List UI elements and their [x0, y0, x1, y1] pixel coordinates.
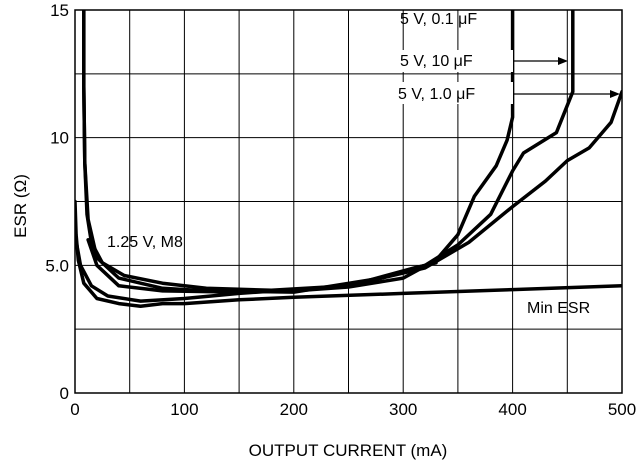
annotation-label-m8: 1.25 V, M8 — [107, 234, 183, 251]
annotation-m8: 1.25 V, M8 — [107, 234, 183, 251]
series-line-4 — [75, 199, 622, 308]
y-tick-label: 5.0 — [45, 256, 69, 275]
x-tick-label: 0 — [70, 400, 79, 419]
x-tick-label: 200 — [280, 400, 308, 419]
annotation-label-min-esr: Min ESR — [527, 300, 590, 317]
series-line-3 — [75, 232, 438, 303]
annotation-0p1uf: 5 V, 0.1 μF — [400, 11, 477, 28]
annotation-10uf: 5 V, 10 μF — [395, 50, 568, 72]
series-line-2 — [86, 89, 622, 294]
y-tick-label: 15 — [50, 1, 69, 20]
y-tick-label: 0 — [60, 384, 69, 403]
x-tick-label: 100 — [170, 400, 198, 419]
annotation-label-0p1uf: 5 V, 0.1 μF — [400, 11, 477, 28]
annotation-min-esr: Min ESR — [527, 300, 590, 317]
y-tick-label: 10 — [50, 129, 69, 148]
x-tick-label: 400 — [498, 400, 526, 419]
x-axis-label: OUTPUT CURRENT (mA) — [249, 441, 448, 460]
curves — [75, 10, 622, 308]
grid — [75, 10, 622, 393]
annotation-1uf: 5 V, 1.0 μF — [393, 82, 620, 104]
x-tick-label: 500 — [608, 400, 636, 419]
x-tick-label: 300 — [389, 400, 417, 419]
y-axis-label: ESR (Ω) — [11, 174, 30, 238]
annotation-1uf-bg — [393, 82, 513, 104]
plot-frame — [74, 9, 623, 394]
annotation-10uf-bg — [395, 50, 513, 72]
annotation-label-1uf: 5 V, 1.0 μF — [398, 86, 475, 103]
arrow-1uf-head — [610, 90, 620, 98]
annotation-label-10uf: 5 V, 10 μF — [400, 53, 473, 70]
arrow-10uf-head — [558, 57, 568, 65]
tick-labels: 0 100 200 300 400 500 0 5.0 10 15 — [45, 1, 636, 419]
